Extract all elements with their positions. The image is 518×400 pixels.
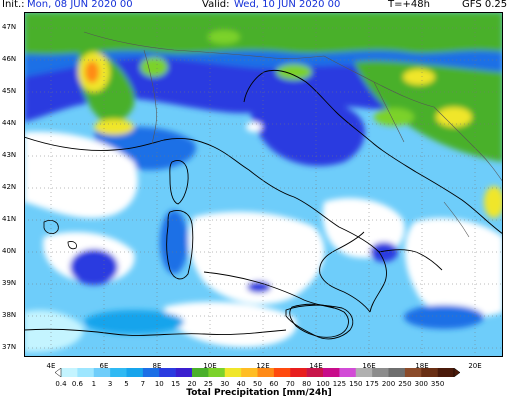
sardinia-outline [166,210,194,280]
lat-label-42n: 42N [2,183,17,191]
colorbar [55,368,460,377]
colorbar-level-label: 100 [316,380,330,388]
colorbar-level-label: 50 [253,380,262,388]
valid-label: Valid: [202,0,230,10]
lon-label-8e: 8E [152,362,162,370]
colorbar-level-label: 3 [107,380,113,388]
colorbar-title: Total Precipitation [mm/24h] [186,388,332,398]
lat-label-45n: 45N [2,87,17,95]
lat-label-43n: 43N [2,151,17,159]
colorbar-cell [290,368,307,377]
colorbar-level-label: 200 [381,380,396,388]
precip-field [24,12,503,352]
colorbar-cell [421,368,438,377]
graticule [24,12,503,357]
colorbar-max-arrow [453,368,460,377]
lon-label-14e: 14E [309,362,323,370]
colorbar-min-arrow [55,368,62,377]
colorbar-cell [339,368,357,377]
colorbar-level-label: 25 [203,380,213,388]
colorbar-level-label: 150 [349,380,363,388]
precipitation-map [24,12,503,357]
colorbar-cell [208,368,226,377]
lat-label-40n: 40N [2,247,17,255]
lon-label-10e: 10E [203,362,217,370]
lon-label-18e: 18E [415,362,429,370]
map-frame [24,12,503,357]
colorbar-cell [241,368,258,377]
colorbar-level-label: 10 [154,380,164,388]
colorbar-level-label: 250 [398,380,412,388]
colorbar-level-label: 7 [140,380,146,388]
lat-label-46n: 46N [2,55,17,63]
lat-label-41n: 41N [2,215,17,223]
colorbar-cell [77,368,95,377]
island-outline [67,241,77,250]
colorbar-cell [93,368,111,377]
forecast-step: T=+48h [388,0,430,10]
init-label: Init.: [2,0,25,10]
colorbar-cell [175,368,193,377]
colorbar-cell [323,368,340,377]
colorbar-level-label: 70 [285,380,295,388]
lon-label-6e: 6E [99,362,109,370]
colorbar-level-label: 80 [302,380,312,388]
colorbar-level-label: 20 [187,380,197,388]
colorbar-cell [437,368,455,377]
lat-label-39n: 39N [2,279,17,287]
africa-coastline [24,328,287,336]
colorbar-level-label: 15 [171,380,181,388]
colorbar-cell [192,368,209,377]
colorbar-level-label: 300 [414,380,428,388]
colorbar-cell [273,368,291,377]
model-name: GFS 0.25 [462,0,508,10]
colorbar-level-label: 5 [124,380,129,388]
colorbar-cell [372,368,389,377]
colorbar-level-label: 60 [269,380,279,388]
header-bar: Init.: Mon, 08 JUN 2020 00 Valid: Wed, 1… [0,0,518,12]
init-value: Mon, 08 JUN 2020 00 [27,0,133,10]
lon-label-16e: 16E [362,362,376,370]
colorbar-cell [159,368,176,377]
lon-label-12e: 12E [256,362,270,370]
colorbar-cell [61,368,78,377]
colorbar-cell [355,368,373,377]
sicily-outline [285,304,354,340]
colorbar-level-label: 40 [236,380,246,388]
colorbar-cell [110,368,127,377]
colorbar-level-label: 350 [430,380,445,388]
colorbar-level-label: 0.6 [71,380,83,388]
colorbar-level-label: 1 [91,380,97,388]
lat-label-47n: 47N [2,23,17,31]
colorbar-cell [404,368,422,377]
corsica-outline [169,160,189,205]
colorbar-cell [126,368,144,377]
lon-label-4e: 4E [46,362,56,370]
lat-label-38n: 38N [2,311,17,319]
colorbar-cell [224,368,242,377]
colorbar-level-label: 0.4 [55,380,67,388]
colorbar-cell [388,368,406,377]
colorbar-level-label: 175 [365,380,379,388]
colorbar-level-label: 30 [220,380,230,388]
colorbar-cell [142,368,160,377]
lat-label-44n: 44N [2,119,17,127]
lat-label-37n: 37N [2,343,17,351]
colorbar-level-label: 125 [332,380,347,388]
valid-value: Wed, 10 JUN 2020 00 [234,0,341,10]
colorbar-cell [306,368,324,377]
colorbar-cell [257,368,275,377]
lon-label-20e: 20E [468,362,482,370]
